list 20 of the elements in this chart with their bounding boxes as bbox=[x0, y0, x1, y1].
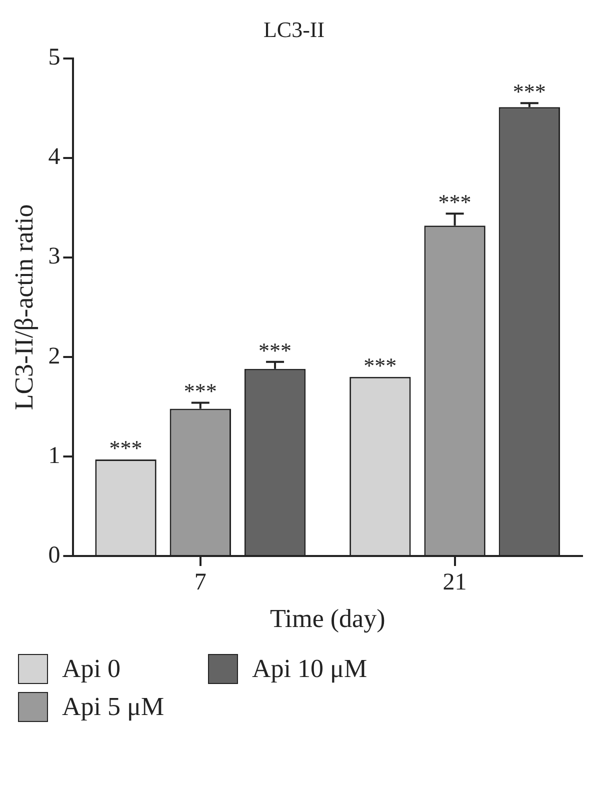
legend-label: Api 5 μM bbox=[62, 692, 164, 722]
x-tick-label: 21 bbox=[442, 570, 467, 596]
data-label: *** bbox=[364, 352, 397, 378]
y-tick-label: 4 bbox=[48, 144, 60, 170]
y-tick-label: 5 bbox=[48, 44, 60, 71]
x-axis-title: Time (day) bbox=[270, 604, 386, 634]
y-axis-title: LC3-II/β-actin ratio bbox=[9, 204, 38, 410]
legend-label: Api 10 μM bbox=[252, 654, 368, 684]
y-tick-label: 0 bbox=[48, 542, 60, 568]
data-label: *** bbox=[512, 79, 546, 104]
chart-title: LC3-II bbox=[263, 16, 325, 42]
data-label: *** bbox=[438, 190, 472, 215]
x-tick-label: 7 bbox=[194, 570, 206, 596]
y-tick-label: 1 bbox=[48, 442, 60, 469]
legend-label: Api 0 bbox=[62, 654, 120, 684]
data-label: *** bbox=[184, 378, 217, 404]
data-label: *** bbox=[109, 435, 142, 460]
data-label: *** bbox=[258, 338, 292, 363]
y-tick-label: 3 bbox=[48, 244, 60, 270]
y-tick-label: 2 bbox=[48, 343, 60, 370]
